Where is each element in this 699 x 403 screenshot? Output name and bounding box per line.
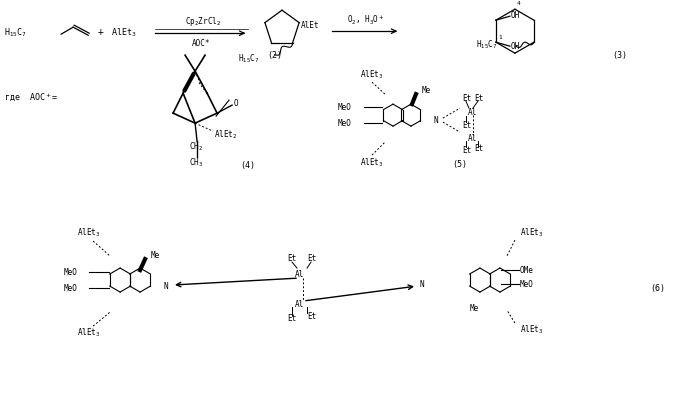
Text: AlEt$_3$: AlEt$_3$	[520, 227, 543, 239]
Text: O$_2$, H$_3$O$^+$: O$_2$, H$_3$O$^+$	[347, 14, 384, 27]
Text: Et: Et	[462, 120, 471, 130]
Text: MeO: MeO	[520, 280, 534, 289]
Text: OMe: OMe	[520, 266, 534, 274]
Text: (3): (3)	[612, 51, 628, 60]
Text: Et: Et	[307, 253, 316, 263]
Text: где  АОС$^+$=: где АОС$^+$=	[4, 92, 59, 104]
Text: AlEt$_3$: AlEt$_3$	[77, 227, 101, 239]
Text: AlEt$_3$: AlEt$_3$	[77, 327, 101, 339]
Text: MeO: MeO	[63, 284, 77, 293]
Text: (2): (2)	[268, 51, 282, 60]
Text: AlEt$_3$: AlEt$_3$	[520, 324, 543, 336]
Text: MeO: MeO	[63, 268, 77, 276]
Text: +: +	[97, 27, 103, 37]
Text: Al: Al	[468, 134, 477, 143]
Text: Et: Et	[474, 93, 483, 103]
Text: CH$_2$: CH$_2$	[189, 141, 203, 154]
Text: (6): (6)	[650, 284, 665, 293]
Text: Al: Al	[468, 108, 477, 116]
Text: OH: OH	[511, 11, 520, 20]
Text: H$_{15}$C$_7$: H$_{15}$C$_7$	[476, 39, 498, 52]
Text: AlEt$_3$: AlEt$_3$	[360, 69, 384, 81]
Text: AlEt$_2$: AlEt$_2$	[214, 129, 238, 141]
Text: Me: Me	[470, 303, 480, 313]
Text: Cp$_2$ZrCl$_2$: Cp$_2$ZrCl$_2$	[185, 15, 221, 28]
Text: Et: Et	[462, 93, 471, 103]
Text: Al: Al	[295, 270, 304, 278]
Text: 1: 1	[498, 35, 502, 39]
Text: Me: Me	[422, 86, 431, 95]
Text: Al: Al	[295, 299, 304, 309]
Text: H$_{15}$C$_7$: H$_{15}$C$_7$	[4, 27, 27, 39]
Text: AlEt$_3$: AlEt$_3$	[111, 27, 137, 39]
Text: Et: Et	[287, 314, 296, 322]
Text: MeO: MeO	[338, 103, 352, 112]
Text: AlEt$_3$: AlEt$_3$	[360, 157, 384, 169]
Text: CH$_3$: CH$_3$	[189, 157, 203, 169]
Text: (5): (5)	[452, 160, 468, 168]
Text: AlEt: AlEt	[301, 21, 319, 30]
Text: N: N	[434, 116, 438, 125]
Text: Et: Et	[474, 143, 483, 153]
Text: Et: Et	[462, 145, 471, 155]
Text: O: O	[234, 99, 238, 108]
Text: Et: Et	[307, 312, 316, 320]
Text: AOC*: AOC*	[192, 39, 210, 48]
Text: N: N	[420, 280, 424, 289]
Text: H$_{15}$C$_7$: H$_{15}$C$_7$	[238, 52, 259, 65]
Text: Et: Et	[287, 253, 296, 263]
Text: (4): (4)	[240, 161, 256, 170]
Text: MeO: MeO	[338, 118, 352, 128]
Text: Me: Me	[151, 251, 160, 260]
Text: 4: 4	[517, 1, 521, 6]
Text: N: N	[163, 282, 168, 291]
Text: OH: OH	[511, 42, 520, 51]
